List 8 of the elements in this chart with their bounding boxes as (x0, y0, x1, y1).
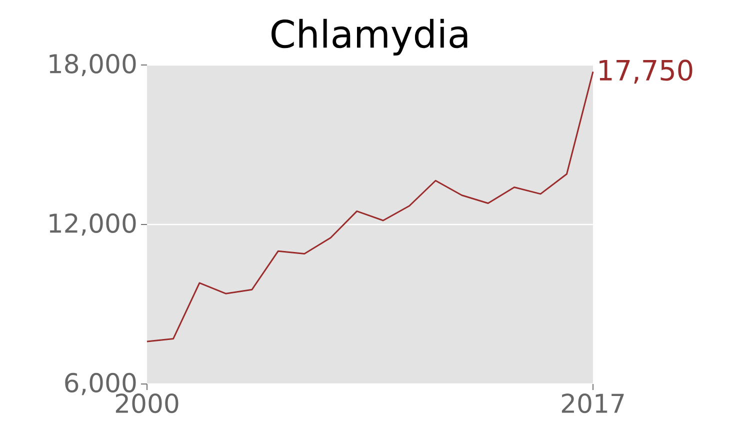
x-tick-label: 2000 (116, 393, 178, 414)
line-series (146, 70, 594, 342)
annotation: 17,750 (600, 60, 692, 84)
y-tick-label: 12,000 (50, 213, 136, 236)
y-tick-label: 18,000 (50, 54, 136, 76)
x-tick-label: 2017 (562, 393, 624, 414)
chart-title: Chlamydia (272, 18, 468, 56)
y-tick-label: 6,000 (65, 372, 136, 396)
